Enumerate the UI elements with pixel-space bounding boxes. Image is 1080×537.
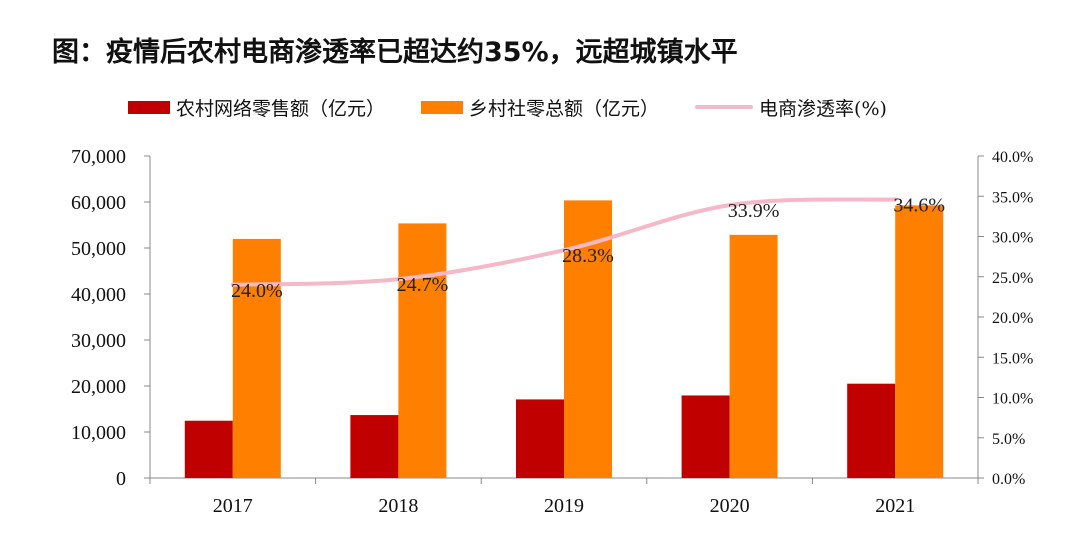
right-tick-label: 40.0% [992, 149, 1033, 166]
right-tick-label: 20.0% [992, 310, 1033, 327]
left-tick-label: 20,000 [71, 376, 126, 398]
legend-swatch-rural-online [128, 100, 170, 114]
bar-rural-total [729, 234, 778, 478]
legend-item-rural-total: 乡村社零总额（亿元） [421, 94, 659, 121]
legend-swatch-rural-total [421, 100, 464, 114]
bar-rural-online [184, 420, 233, 478]
bar-rural-total [398, 223, 447, 478]
left-tick-label: 0 [116, 468, 126, 490]
data-label: 34.6% [893, 194, 945, 216]
right-tick-label: 25.0% [992, 270, 1033, 287]
bar-rural-online [847, 383, 896, 478]
right-tick-label: 30.0% [992, 230, 1033, 247]
right-tick-label: 15.0% [992, 350, 1033, 367]
legend-label-penetration: 电商渗透率(%) [759, 97, 887, 120]
x-tick-label: 2019 [544, 495, 584, 517]
right-tick-label: 0.0% [992, 471, 1025, 488]
right-tick-label: 10.0% [992, 391, 1033, 408]
legend-item-rural-online: 农村网络零售额（亿元） [128, 94, 385, 121]
bar-rural-online [350, 415, 399, 478]
legend-label-rural-online: 农村网络零售额（亿元） [176, 97, 386, 120]
legend-item-penetration: 电商渗透率(%) [695, 94, 887, 121]
bar-rural-total [232, 238, 281, 478]
left-tick-label: 60,000 [71, 192, 126, 214]
left-tick-label: 70,000 [71, 146, 126, 168]
legend: 农村网络零售额（亿元） 乡村社零总额（亿元） 电商渗透率(%) [128, 92, 923, 122]
bar-rural-total [895, 205, 944, 479]
right-tick-label: 35.0% [992, 189, 1033, 206]
x-tick-label: 2020 [710, 495, 750, 517]
left-tick-label: 50,000 [71, 238, 126, 260]
data-label: 28.3% [562, 245, 614, 267]
data-label: 24.7% [397, 274, 449, 296]
x-tick-label: 2018 [378, 495, 418, 517]
left-tick-label: 10,000 [71, 422, 126, 444]
data-label: 24.0% [231, 280, 283, 302]
left-tick-label: 30,000 [71, 330, 126, 352]
right-tick-label: 5.0% [992, 431, 1025, 448]
legend-swatch-penetration [695, 105, 754, 109]
penetration-line [230, 197, 898, 287]
bar-rural-online [516, 399, 564, 478]
bar-rural-online [681, 395, 730, 478]
left-tick-label: 40,000 [71, 284, 126, 306]
x-tick-label: 2017 [213, 495, 253, 517]
legend-label-rural-total: 乡村社零总额（亿元） [469, 97, 660, 120]
x-tick-label: 2021 [875, 495, 915, 517]
data-label: 33.9% [728, 200, 780, 222]
chart-title: 图：疫情后农村电商渗透率已超达约35%，远超城镇水平 [52, 37, 738, 68]
